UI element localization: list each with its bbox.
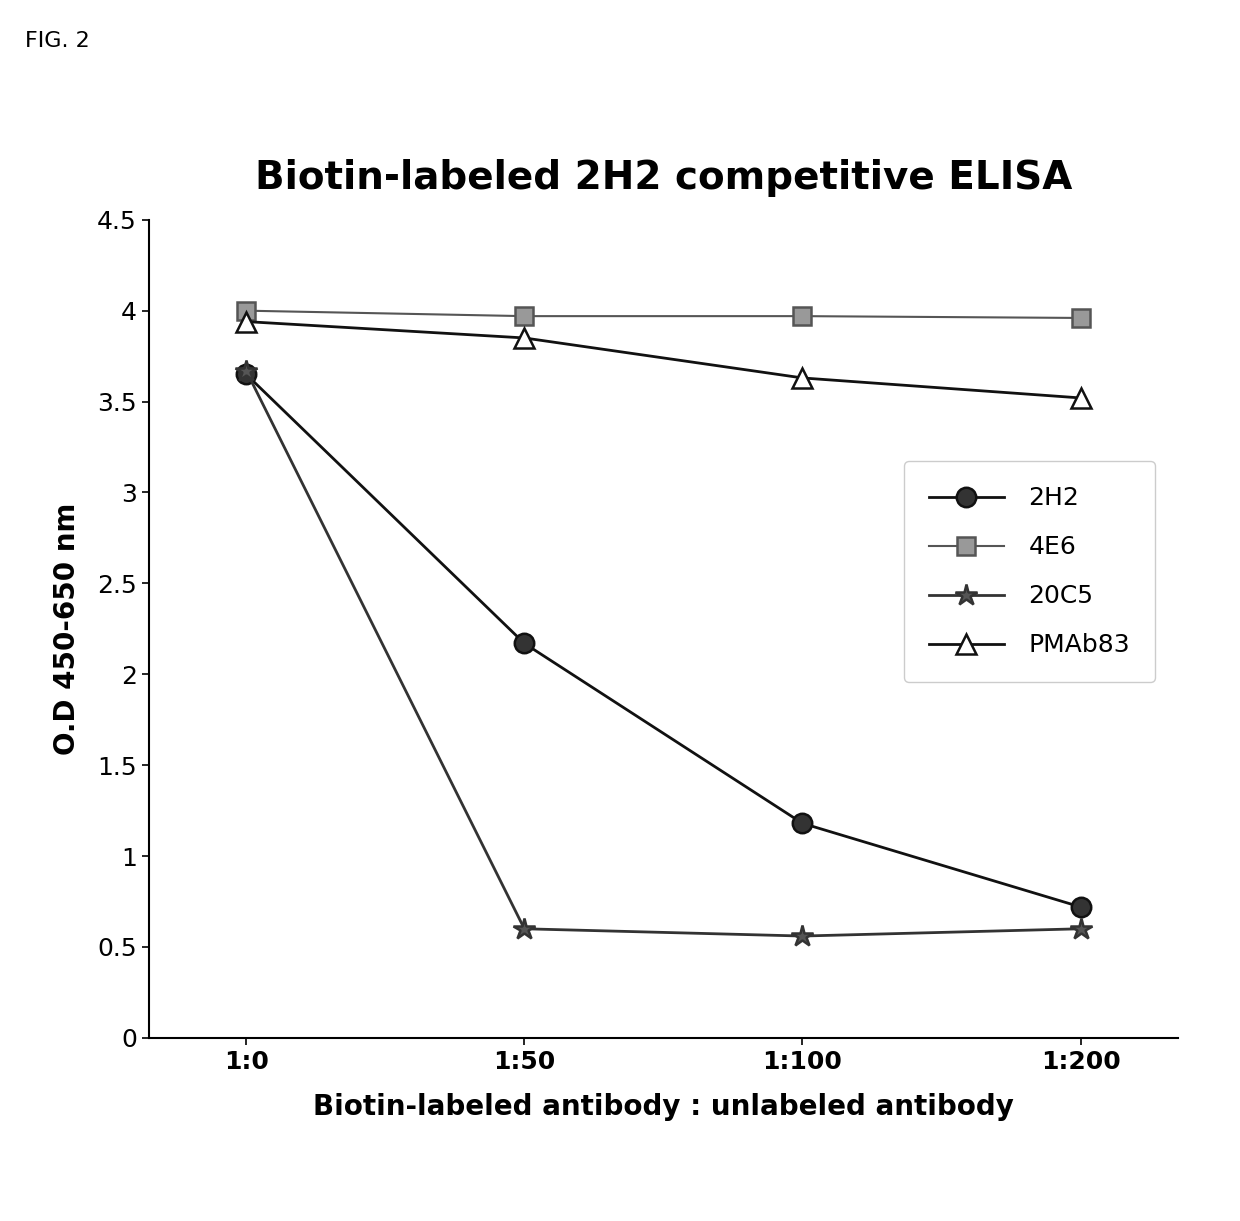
PMAb83 [795,371,810,386]
4E6 [795,309,810,324]
2H2 [239,368,254,382]
X-axis label: Biotin-labeled antibody : unlabeled antibody: Biotin-labeled antibody : unlabeled anti… [312,1093,1014,1121]
Line: PMAb83: PMAb83 [237,311,1090,408]
Text: FIG. 2: FIG. 2 [25,31,89,50]
Line: 20C5: 20C5 [236,359,1091,947]
Y-axis label: O.D 450-650 nm: O.D 450-650 nm [52,503,81,755]
20C5 [239,364,254,379]
Line: 2H2: 2H2 [237,365,1090,917]
2H2 [1073,900,1087,915]
Legend: 2H2, 4E6, 20C5, PMAb83: 2H2, 4E6, 20C5, PMAb83 [904,462,1156,683]
PMAb83 [239,314,254,328]
4E6 [1073,310,1087,325]
2H2 [795,816,810,830]
Line: 4E6: 4E6 [237,302,1090,327]
4E6 [239,303,254,317]
4E6 [517,309,532,324]
20C5 [517,922,532,937]
20C5 [795,929,810,944]
2H2 [517,636,532,651]
PMAb83 [517,331,532,346]
20C5 [1073,922,1087,937]
PMAb83 [1073,391,1087,405]
Title: Biotin-labeled 2H2 competitive ELISA: Biotin-labeled 2H2 competitive ELISA [254,159,1073,198]
